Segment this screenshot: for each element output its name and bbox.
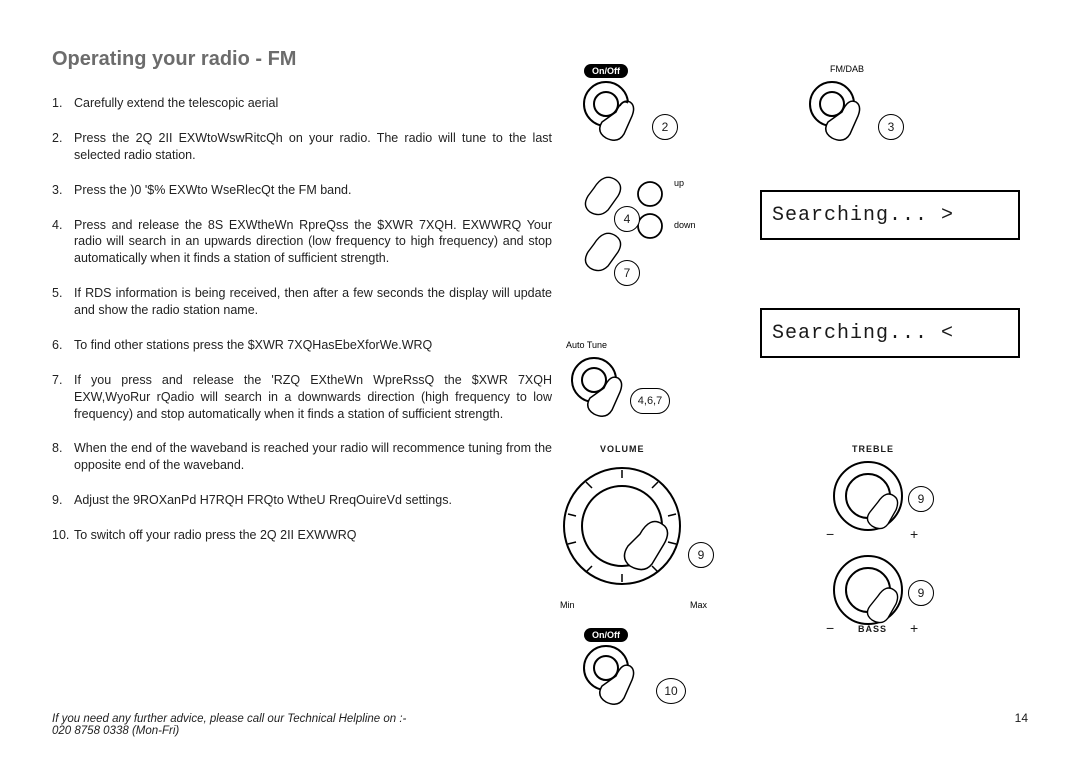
diagram-column: On/Off 2 FM/DAB 3 up down 4 7 <box>560 60 1040 700</box>
press-onoff-icon <box>570 76 660 166</box>
max-label: Max <box>690 600 707 610</box>
step-2: 2.Press the 2Q 2II EXWtoWswRitcQh on you… <box>52 130 552 164</box>
footer-line-2: 020 8758 0338 (Mon-Fri) <box>52 725 406 737</box>
badge-9-bass: 9 <box>908 580 934 606</box>
fmdab-label: FM/DAB <box>830 64 864 74</box>
autotune-label: Auto Tune <box>566 340 607 350</box>
badge-467: 4,6,7 <box>630 388 670 414</box>
step-4: 4.Press and release the 8S EXWtheWn Rpre… <box>52 217 552 268</box>
footer-line-1: If you need any further advice, please c… <box>52 713 406 725</box>
volume-label: VOLUME <box>600 444 645 454</box>
min-label: Min <box>560 600 575 610</box>
step-5: 5.If RDS information is being received, … <box>52 285 552 319</box>
page-number: 14 <box>1015 711 1028 725</box>
instructions-column: 1.Carefully extend the telescopic aerial… <box>52 95 552 562</box>
press-onoff-bottom-icon <box>570 640 660 730</box>
step-1: 1.Carefully extend the telescopic aerial <box>52 95 552 112</box>
treble-plus: + <box>910 526 918 542</box>
step-10: 10.To switch off your radio press the 2Q… <box>52 527 552 544</box>
badge-10: 10 <box>656 678 686 704</box>
step-3: 3.Press the )0 '$% EXWto WseRlecQt the F… <box>52 182 552 199</box>
footer-helpline: If you need any further advice, please c… <box>52 713 406 737</box>
step-6: 6.To find other stations press the $XWR … <box>52 337 552 354</box>
bass-minus: − <box>826 620 834 636</box>
press-fmdab-icon <box>796 76 886 166</box>
steps-list: 1.Carefully extend the telescopic aerial… <box>52 95 552 544</box>
badge-9-volume: 9 <box>688 542 714 568</box>
lcd-searching-up: Searching... > <box>760 190 1020 240</box>
badge-7: 7 <box>614 260 640 286</box>
step-8: 8.When the end of the waveband is reache… <box>52 440 552 474</box>
bass-label: BASS <box>858 624 887 634</box>
badge-3: 3 <box>878 114 904 140</box>
step-7: 7.If you press and release the 'RZQ EXth… <box>52 372 552 423</box>
badge-4: 4 <box>614 206 640 232</box>
step-9: 9.Adjust the 9ROXanPd H7RQH FRQto WtheU … <box>52 492 552 509</box>
bass-plus: + <box>910 620 918 636</box>
manual-page: Operating your radio - FM 1.Carefully ex… <box>0 0 1080 761</box>
treble-minus: − <box>826 526 834 542</box>
badge-2: 2 <box>652 114 678 140</box>
badge-9-treble: 9 <box>908 486 934 512</box>
volume-knob-icon <box>550 454 710 614</box>
lcd-searching-down: Searching... < <box>760 308 1020 358</box>
